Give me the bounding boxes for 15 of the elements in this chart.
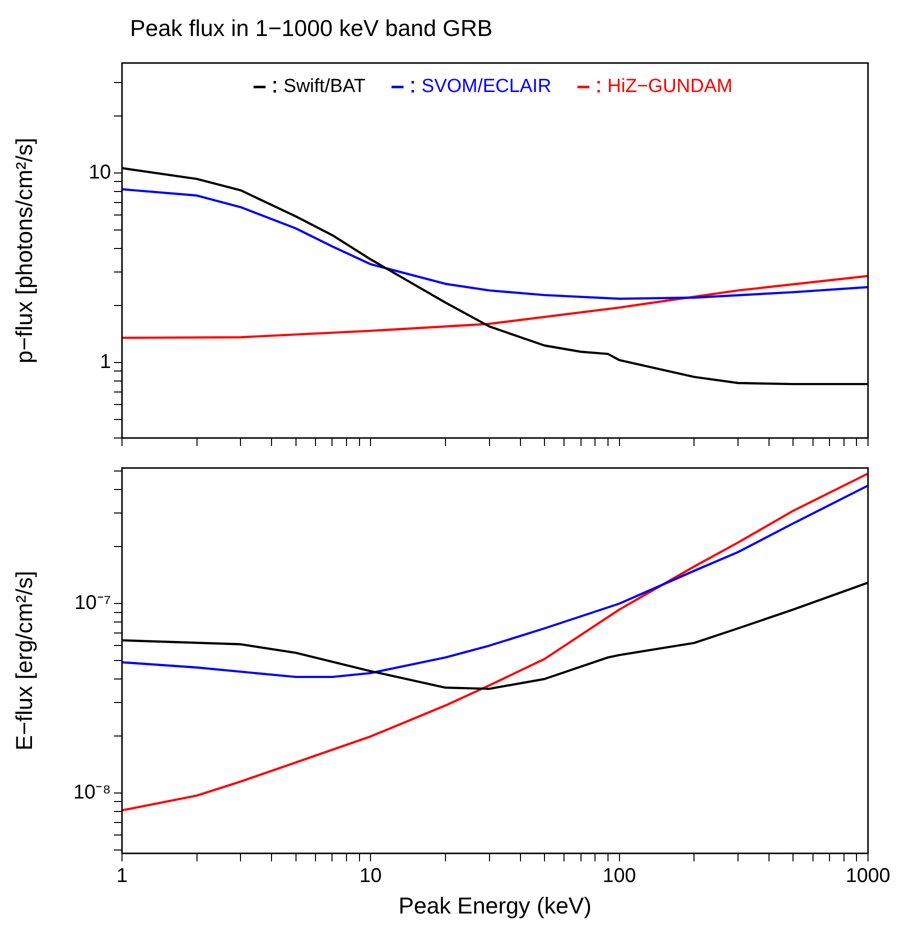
x-tick-label: 1000 <box>846 864 890 887</box>
x-axis-title: Peak Energy (keV) <box>398 892 592 919</box>
x-tick-label: 100 <box>602 864 636 887</box>
y-tick-label: 10⁻⁷ <box>74 592 111 614</box>
legend-label: SVOM/ECLAIR <box>422 76 552 98</box>
legend-label: Swift/BAT <box>284 76 366 98</box>
y-tick-label: 10 <box>88 161 111 184</box>
x-tick-label: 10 <box>360 864 382 887</box>
legend-label: HiZ−GUNDAM <box>607 76 732 98</box>
y-axis-title: p−flux [photons/cm²/s] <box>11 138 38 364</box>
x-tick-label: 1 <box>116 864 128 887</box>
chart-title: Peak flux in 1−1000 keV band GRB <box>129 14 494 43</box>
y-axis-title: E−flux [erg/cm²/s] <box>11 570 38 750</box>
y-tick-label: 1 <box>100 351 111 374</box>
y-tick-label: 10⁻⁸ <box>73 782 111 804</box>
